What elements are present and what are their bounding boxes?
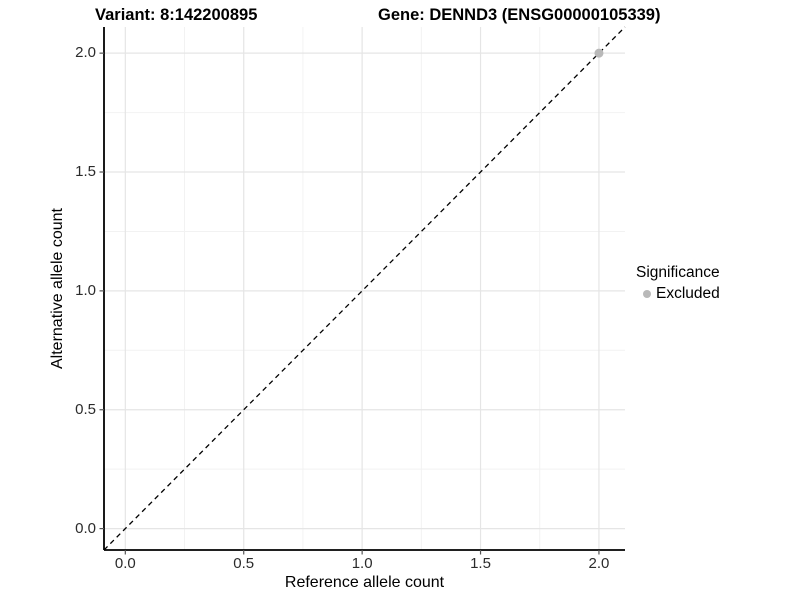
- excluded-point-icon: [643, 290, 651, 298]
- plot-panel: [99, 26, 626, 555]
- x-axis-title: Reference allele count: [284, 574, 445, 591]
- y-tick-label: 0.5: [75, 400, 96, 418]
- x-tick-label: 1.0: [351, 555, 373, 572]
- x-tick-label: 2.0: [588, 555, 610, 572]
- legend-title: Significance: [636, 264, 720, 281]
- y-tick-label: 0.0: [75, 519, 96, 537]
- legend-item-excluded: Excluded: [636, 285, 720, 303]
- y-tick-label: 1.5: [75, 163, 96, 180]
- identity-line: [103, 26, 626, 551]
- variant-title: Variant: 8:142200895: [95, 6, 258, 24]
- legend: Significance Excluded: [636, 264, 720, 303]
- x-tick-label: 1.5: [470, 555, 491, 572]
- x-tick-label: 0.5: [233, 555, 255, 572]
- y-tick-label: 2.0: [75, 44, 96, 62]
- legend-item-label: Excluded: [656, 285, 720, 302]
- gene-title: Gene: DENND3 (ENSG00000105339): [378, 6, 661, 24]
- data-point-excluded: [594, 48, 604, 58]
- x-tick-label: 0.0: [114, 555, 136, 572]
- y-tick-label: 1.0: [75, 281, 96, 299]
